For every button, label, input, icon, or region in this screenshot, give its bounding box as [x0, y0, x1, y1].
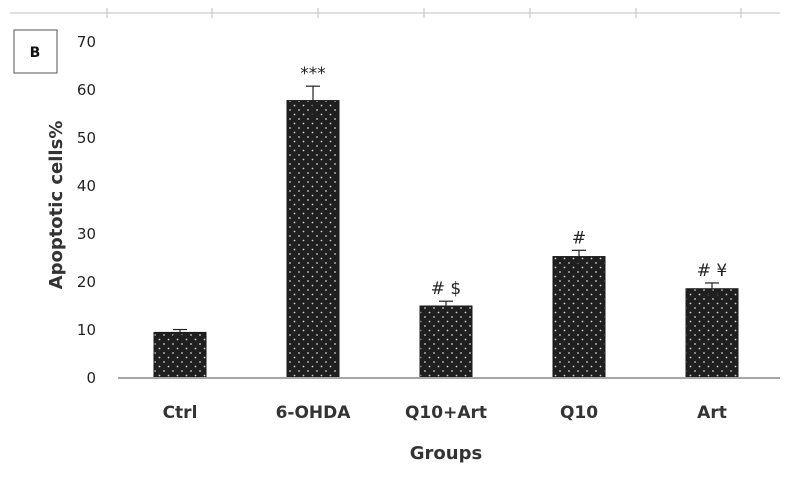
bar-ctrl: [153, 331, 207, 379]
significance-label: # $: [431, 279, 461, 299]
error-bar: [173, 328, 187, 336]
error-bar: [306, 85, 320, 116]
bar-6-ohda: [286, 100, 340, 379]
x-tick-label: Q10+Art: [405, 403, 487, 423]
y-tick-label: 10: [77, 321, 96, 339]
x-tick-label: Art: [697, 403, 727, 423]
y-tick-label: 30: [77, 225, 96, 243]
y-axis-ticks: 0 10 20 30 40 50 60 70: [77, 33, 96, 387]
y-tick-label: 70: [77, 33, 96, 51]
y-tick-label: 40: [77, 177, 96, 195]
significance-label: # ¥: [697, 261, 728, 281]
bar-q10: [552, 256, 606, 379]
significance-label: ***: [300, 64, 326, 84]
y-axis-title: Apoptotic cells%: [46, 121, 67, 290]
x-tick-label: 6-OHDA: [276, 403, 352, 423]
bar-q10-art: [419, 305, 473, 379]
error-bar: [439, 300, 453, 312]
x-tick-label: Ctrl: [163, 403, 198, 423]
error-bar: [572, 249, 586, 264]
category-labels: Ctrl 6-OHDA Q10+Art Q10 Art: [163, 403, 727, 423]
y-tick-label: 0: [86, 369, 96, 387]
panel-label-box: B: [13, 29, 58, 74]
x-tick-label: Q10: [560, 403, 598, 423]
significance-label: #: [572, 228, 586, 248]
top-frame: [10, 8, 780, 18]
y-tick-label: 20: [77, 273, 96, 291]
y-tick-label: 60: [77, 81, 96, 99]
bars-group: *** # $ # # ¥: [153, 64, 739, 379]
error-bar: [705, 282, 719, 296]
panel-label: B: [30, 45, 41, 61]
x-axis-title: Groups: [410, 443, 482, 464]
y-tick-label: 50: [77, 129, 96, 147]
bar-art: [685, 288, 739, 379]
